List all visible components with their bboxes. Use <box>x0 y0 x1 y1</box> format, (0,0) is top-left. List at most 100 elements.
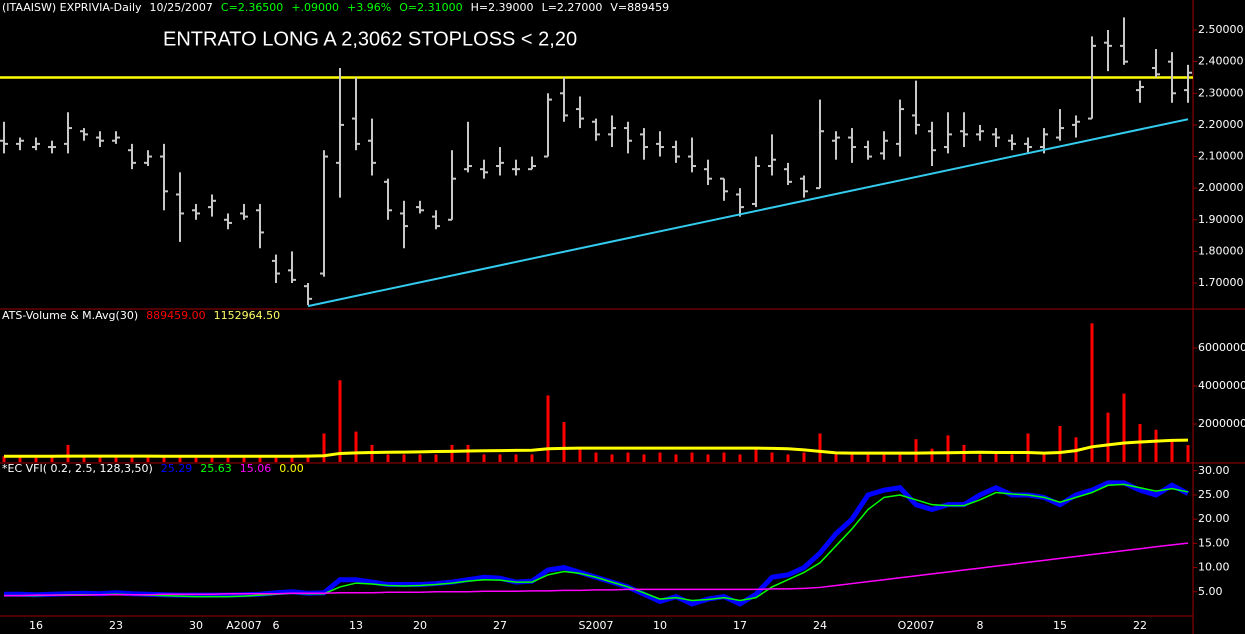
ohlc-bar <box>704 159 712 185</box>
x-tick-label: 15 <box>1053 619 1067 632</box>
ohlc-bar <box>144 150 152 167</box>
volume-bar <box>114 456 118 462</box>
volume-bar <box>2 456 6 462</box>
ohlc-bar <box>432 210 440 230</box>
ohlc-bar <box>736 188 744 217</box>
ohlc-bar <box>256 203 264 249</box>
volume-bar <box>34 456 38 462</box>
header-item: V=889459 <box>610 1 669 14</box>
volume-bar <box>178 456 182 462</box>
x-tick-label: 23 <box>109 619 123 632</box>
ohlc-bar <box>592 118 600 141</box>
ohlc-bar <box>64 112 72 154</box>
indicator-line <box>4 483 1189 602</box>
ohlc-bar <box>608 115 616 148</box>
ohlc-bar <box>656 131 664 157</box>
moving-average <box>4 438 1189 458</box>
volume-bar <box>1122 393 1126 462</box>
volume-bar <box>82 456 86 462</box>
ohlc-bar <box>416 200 424 214</box>
volume-bar <box>770 452 774 462</box>
volume-bar <box>226 457 230 462</box>
ohlc-bar <box>912 80 920 135</box>
header-item: L=2.27000 <box>542 1 603 14</box>
volume-bar <box>258 457 262 462</box>
ohlc-bar <box>272 254 280 284</box>
y-tick-label: 2.10000 <box>1198 150 1244 163</box>
volume-bar <box>578 448 582 462</box>
y-tick-label: 1.80000 <box>1198 244 1244 257</box>
ohlc-bar <box>448 150 456 221</box>
header-item: O=2.31000 <box>399 1 462 14</box>
volume-bar <box>338 380 342 462</box>
ohlc-bar <box>240 203 248 220</box>
volume-bar <box>242 456 246 462</box>
volume-bar <box>322 433 326 462</box>
x-tick-label: 17 <box>733 619 747 632</box>
header-item: 889459.00 <box>146 309 206 322</box>
ohlc-bar <box>48 140 56 154</box>
ohlc-bar <box>1184 64 1192 103</box>
volume-bar <box>450 444 454 462</box>
ohlc-bar <box>688 137 696 173</box>
x-tick-label: 27 <box>493 619 507 632</box>
x-tick-label: 22 <box>1133 619 1147 632</box>
ohlc-bar <box>800 175 808 198</box>
ohlc-bar <box>976 124 984 141</box>
x-tick-label: 13 <box>349 619 363 632</box>
volume-bar <box>434 454 438 462</box>
ohlc-bar <box>464 121 472 173</box>
volume-bar <box>514 454 518 462</box>
volume-bar <box>194 457 198 462</box>
volume-bar <box>418 454 422 462</box>
panel-header: *EC VFI( 0.2, 2.5, 128,3,50) 25.29 25.63 15… <box>2 462 304 475</box>
y-tick-label: 1.90000 <box>1198 213 1244 226</box>
x-tick-label: 6 <box>273 619 280 632</box>
ohlc-bar <box>160 143 168 211</box>
volume-bar <box>706 454 710 462</box>
ohlc-bar <box>896 99 904 157</box>
ohlc-bar <box>288 251 296 284</box>
header-item: C=2.36500 <box>221 1 283 14</box>
ohlc-bar <box>816 99 824 190</box>
volume-bar <box>1186 445 1190 462</box>
ohlc-bar <box>528 156 536 171</box>
ohlc-bar <box>16 137 24 151</box>
x-tick-label: 8 <box>977 619 984 632</box>
volume-bar <box>914 439 918 462</box>
volume-bar <box>626 452 630 462</box>
ohlc-bar <box>1152 49 1160 78</box>
ohlc-bar <box>336 67 344 198</box>
trend-line <box>307 118 1189 308</box>
ohlc-bar <box>864 140 872 160</box>
ohlc-bar <box>560 77 568 122</box>
ohlc-bar <box>0 121 8 154</box>
volume-bar <box>354 431 358 462</box>
volume-bar <box>482 454 486 462</box>
ohlc-bar <box>1136 80 1144 103</box>
volume-bar <box>1042 452 1046 462</box>
x-tick-label: 20 <box>413 619 427 632</box>
volume-bar <box>722 452 726 462</box>
ohlc-bar <box>400 200 408 249</box>
volume-bar <box>306 456 310 462</box>
ohlc-bar <box>1056 109 1064 141</box>
indicator-line <box>4 542 1189 597</box>
x-tick-label: 10 <box>653 619 667 632</box>
volume-bar <box>18 457 22 462</box>
ohlc-bar <box>624 121 632 154</box>
ohlc-bar <box>960 112 968 148</box>
ohlc-bar <box>224 213 232 230</box>
y-tick-label: 2.40000 <box>1198 55 1244 68</box>
panel-header: (ITAAISW) EXPRIVIA-Daily 10/25/2007 C=2.36… <box>2 1 669 14</box>
x-tick-label: O2007 <box>898 619 935 632</box>
volume-bar <box>210 456 214 462</box>
ohlc-bar <box>384 178 392 220</box>
ohlc-bar <box>1008 134 1016 151</box>
header-item: (ITAAISW) EXPRIVIA-Daily <box>2 1 142 14</box>
volume-bar <box>274 456 278 462</box>
volume-bar <box>834 454 838 462</box>
volume-bar <box>130 457 134 462</box>
y-tick-label: 20.00 <box>1198 512 1230 525</box>
